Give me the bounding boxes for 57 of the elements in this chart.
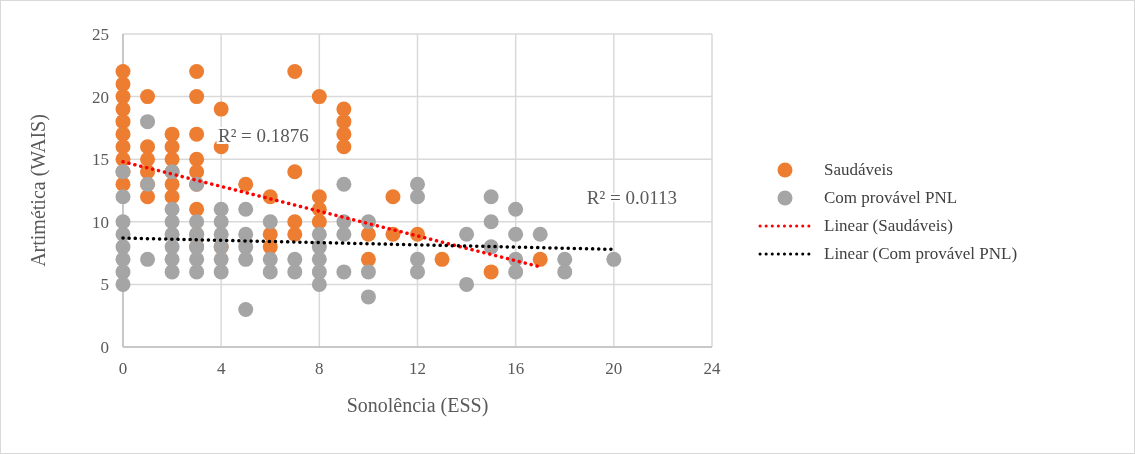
point bbox=[336, 126, 352, 142]
x-axis-title: Sonolência (ESS) bbox=[346, 394, 489, 417]
point bbox=[434, 251, 450, 267]
point bbox=[360, 226, 376, 242]
point bbox=[140, 151, 156, 167]
point bbox=[483, 264, 499, 280]
y-tick-label: 15 bbox=[92, 150, 109, 170]
point bbox=[115, 64, 131, 80]
point bbox=[213, 101, 229, 117]
y-tick-label: 20 bbox=[92, 87, 109, 107]
point bbox=[189, 151, 205, 167]
y-tick-label: 25 bbox=[92, 25, 109, 44]
point bbox=[189, 126, 205, 142]
point bbox=[336, 101, 352, 117]
x-tick-label: 8 bbox=[315, 359, 324, 378]
point bbox=[140, 189, 156, 205]
legend-label: Linear (Saudáveis) bbox=[824, 216, 953, 235]
point bbox=[238, 176, 254, 192]
point bbox=[164, 139, 180, 155]
point bbox=[164, 189, 180, 205]
x-tick-label: 16 bbox=[507, 359, 525, 378]
x-tick-label: 20 bbox=[605, 359, 623, 378]
point bbox=[115, 139, 131, 155]
point bbox=[164, 151, 180, 167]
point bbox=[115, 89, 131, 105]
y-tick-label: 10 bbox=[92, 212, 109, 232]
point bbox=[532, 251, 548, 267]
point bbox=[311, 89, 327, 105]
point bbox=[336, 114, 352, 130]
point bbox=[287, 226, 303, 242]
x-tick-label: 0 bbox=[118, 359, 128, 378]
point bbox=[287, 214, 303, 230]
point bbox=[189, 164, 205, 180]
legend-label: Linear (Com provável PNL) bbox=[824, 244, 1018, 263]
point bbox=[360, 251, 376, 267]
x-tick-label: 24 bbox=[703, 359, 721, 378]
point bbox=[140, 89, 156, 105]
point bbox=[140, 139, 156, 155]
point bbox=[385, 189, 401, 205]
point bbox=[311, 189, 327, 205]
annotation: R² = 0.0113 bbox=[586, 187, 677, 208]
point bbox=[336, 139, 352, 155]
point bbox=[287, 164, 303, 180]
point bbox=[311, 214, 327, 230]
point bbox=[189, 64, 205, 80]
point bbox=[189, 201, 205, 217]
x-tick-label: 4 bbox=[216, 359, 226, 378]
legend-label: Com provável PNL bbox=[824, 188, 958, 207]
point bbox=[115, 114, 131, 130]
x-tick-label: 12 bbox=[409, 359, 426, 378]
annotation: R² = 0.1876 bbox=[218, 125, 309, 146]
y-tick-label: 0 bbox=[100, 338, 109, 357]
y-tick-label: 5 bbox=[100, 275, 109, 295]
point bbox=[287, 64, 303, 80]
point bbox=[189, 89, 205, 105]
y-axis-title: Artimética (WAIS) bbox=[27, 114, 50, 267]
legend-label: Saudáveis bbox=[824, 160, 893, 179]
